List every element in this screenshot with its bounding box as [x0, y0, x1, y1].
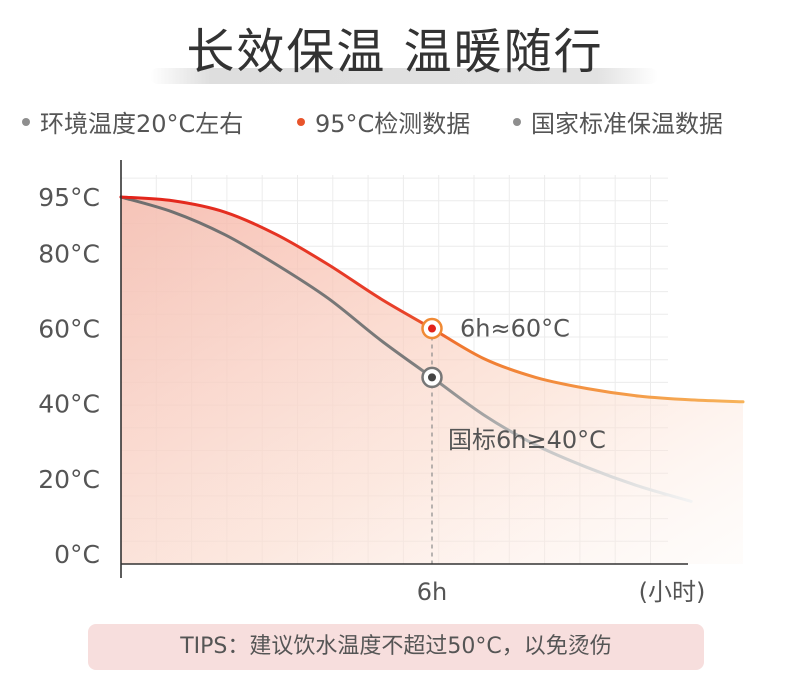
legend-label: 95°C检测数据	[315, 110, 471, 138]
y-tick-label: 80°C	[38, 239, 100, 268]
y-tick-label: 60°C	[38, 315, 100, 344]
legend-item-ambient: 环境温度20°C左右	[22, 104, 243, 139]
temperature-chart: 0°C 20°C 40°C 60°C 80°C 95°C 6h (小时) 6h≈60°C 国标6h…	[38, 160, 745, 606]
title-wrap: 长效保温 温暖随行	[0, 12, 790, 88]
annotation-marker-dot	[428, 324, 436, 333]
legend-label: 国家标准保温数据	[531, 110, 723, 138]
chart-legend: 环境温度20°C左右 95°C检测数据 国家标准保温数据	[20, 104, 780, 144]
x-tick-label: 6h	[417, 578, 447, 606]
annotation-label: 国标6h≥40°C	[448, 426, 606, 454]
y-tick-label: 20°C	[38, 465, 100, 494]
series-area-standard	[121, 197, 692, 564]
legend-item-test: 95°C检测数据	[297, 104, 470, 139]
annotation-label: 6h≈60°C	[460, 315, 570, 343]
y-tick-label: 95°C	[38, 183, 100, 212]
legend-dot-icon	[297, 118, 305, 126]
x-axis-label: (小时)	[639, 578, 706, 606]
annotation-marker-dot	[428, 373, 436, 382]
legend-dot-icon	[513, 118, 521, 126]
chart-labels: 0°C 20°C 40°C 60°C 80°C 95°C 6h (小时) 6h≈60°C 国标6h…	[38, 183, 705, 606]
chart-marks	[421, 317, 443, 389]
chart-axes	[120, 160, 688, 578]
tips-banner: TIPS：建议饮水温度不超过50°C，以免烫伤	[88, 624, 704, 670]
series-line-standard	[119, 195, 693, 503]
legend-item-standard: 国家标准保温数据	[513, 104, 723, 139]
legend-label: 环境温度20°C左右	[40, 110, 244, 138]
legend-dot-icon	[22, 118, 30, 126]
y-tick-label: 40°C	[38, 390, 100, 419]
y-tick-label: 0°C	[54, 540, 100, 569]
page-title: 长效保温 温暖随行	[186, 24, 604, 80]
